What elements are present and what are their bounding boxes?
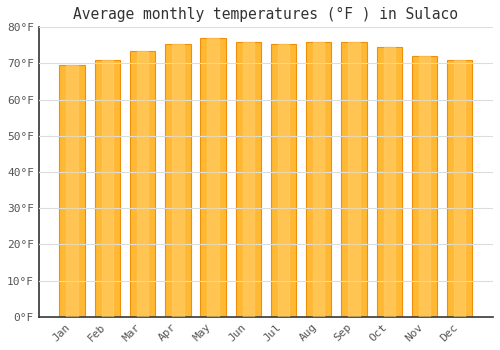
Bar: [137, 51, 148, 317]
Bar: [384, 47, 395, 317]
Bar: [208, 38, 219, 317]
Title: Average monthly temperatures (°F ) in Sulaco: Average monthly temperatures (°F ) in Su…: [74, 7, 458, 22]
Bar: [313, 42, 324, 317]
Bar: [165, 44, 190, 317]
Bar: [348, 42, 360, 317]
Bar: [94, 60, 120, 317]
Bar: [271, 44, 296, 317]
Bar: [278, 44, 289, 317]
Bar: [306, 42, 332, 317]
Bar: [419, 56, 430, 317]
Bar: [236, 42, 261, 317]
Bar: [454, 60, 466, 317]
Bar: [130, 51, 156, 317]
Bar: [242, 42, 254, 317]
Bar: [60, 65, 85, 317]
Bar: [66, 65, 78, 317]
Bar: [102, 60, 113, 317]
Bar: [342, 42, 366, 317]
Bar: [412, 56, 437, 317]
Bar: [200, 38, 226, 317]
Bar: [172, 44, 184, 317]
Bar: [447, 60, 472, 317]
Bar: [376, 47, 402, 317]
